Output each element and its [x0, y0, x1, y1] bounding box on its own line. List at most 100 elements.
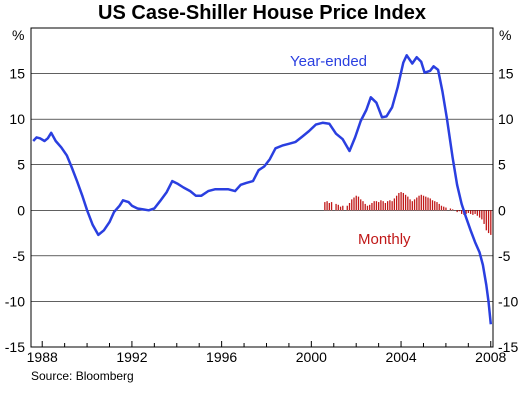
monthly-bar: [342, 205, 344, 211]
x-tick-label: 2004: [385, 349, 416, 365]
y-axis-left: 15 10 5 0 -5 -10 -15: [5, 66, 25, 355]
monthly-bar: [469, 210, 472, 214]
monthly-bar: [348, 202, 351, 211]
monthly-bar: [422, 195, 425, 211]
chart-title: US Case-Shiller House Price Index: [98, 2, 426, 24]
y-tick-label: -5: [13, 248, 26, 264]
y-tick-label: 5: [17, 157, 25, 173]
monthly-bar: [391, 201, 393, 211]
monthly-bar: [353, 197, 355, 211]
monthly-bar: [357, 196, 360, 211]
monthly-bar: [467, 210, 470, 214]
monthly-bar: [375, 201, 378, 211]
year-ended-label: Year-ended: [290, 53, 367, 70]
monthly-bar: [436, 202, 438, 211]
monthly-bar: [483, 210, 485, 224]
right-unit-label: %: [499, 27, 511, 43]
monthly-bar: [351, 199, 353, 211]
monthly-bar: [452, 209, 454, 211]
monthly-bar: [366, 205, 369, 211]
monthly-bar: [413, 199, 416, 211]
monthly-bar: [478, 210, 481, 218]
y-tick-label: 15: [498, 66, 514, 82]
monthly-bar: [355, 195, 357, 211]
monthly-bar: [346, 205, 348, 211]
y-tick-label: -10: [498, 293, 518, 309]
monthly-bar: [339, 206, 342, 211]
monthly-bar: [362, 201, 364, 211]
monthly-bar: [449, 208, 452, 211]
monthly-bar: [337, 204, 339, 211]
monthly-bar: [409, 199, 411, 211]
monthly-bar: [393, 198, 396, 211]
monthly-bar: [395, 195, 398, 211]
monthly-bar: [481, 210, 483, 220]
monthly-bar: [445, 207, 447, 211]
y-tick-label: 10: [9, 111, 25, 127]
monthly-bar: [487, 210, 490, 234]
y-tick-label: 10: [498, 111, 514, 127]
plot-frame: [30, 27, 494, 348]
monthly-bar: [443, 206, 445, 211]
monthly-bar: [335, 203, 337, 211]
source-note: Source: Bloomberg: [31, 369, 134, 383]
x-tick-label: 2000: [296, 349, 327, 365]
y-tick-label: -10: [5, 293, 25, 309]
monthly-bar: [400, 192, 402, 211]
monthly-bars: [324, 192, 492, 235]
monthly-bar: [474, 210, 476, 214]
monthly-bar: [328, 202, 330, 211]
monthly-bar: [402, 192, 404, 211]
monthly-bar: [465, 210, 467, 214]
monthly-bar: [476, 210, 479, 216]
monthly-bar: [378, 202, 380, 211]
y-tick-label: 5: [498, 157, 506, 173]
x-tick-label: 1996: [206, 349, 237, 365]
monthly-bar: [364, 203, 366, 211]
monthly-bar: [427, 197, 429, 211]
y-tick-label: 0: [17, 202, 25, 218]
monthly-bar: [434, 201, 436, 211]
monthly-bar: [398, 192, 400, 211]
y-tick-label: -15: [498, 339, 518, 355]
monthly-bar: [404, 194, 407, 211]
monthly-label: Monthly: [358, 231, 411, 248]
monthly-bar: [330, 202, 333, 211]
monthly-bar: [369, 204, 371, 211]
gridlines: [31, 73, 493, 348]
monthly-bar: [472, 210, 474, 215]
monthly-bar: [485, 210, 487, 231]
monthly-bar: [431, 200, 434, 211]
x-axis: 1988 1992 1996 2000 2004 2008: [27, 341, 507, 365]
monthly-bar: [326, 201, 328, 211]
monthly-bar: [380, 200, 382, 211]
monthly-bar: [425, 196, 427, 211]
monthly-bar: [416, 197, 418, 211]
monthly-bar: [386, 201, 389, 211]
year-ended-line: [32, 54, 493, 325]
x-tick-label: 1988: [27, 349, 58, 365]
monthly-bar: [411, 201, 413, 211]
monthly-bar: [407, 196, 409, 211]
y-axis-right: 15 10 5 0 -5 -10 -15: [498, 66, 518, 355]
monthly-bar: [420, 194, 422, 211]
x-tick-label: 1992: [116, 349, 147, 365]
monthly-bar: [461, 210, 463, 214]
y-tick-label: 0: [498, 202, 506, 218]
monthly-bar: [438, 203, 440, 211]
monthly-bar: [384, 202, 387, 211]
x-tick-label: 2008: [475, 349, 506, 365]
monthly-bar: [429, 198, 431, 211]
monthly-bar: [456, 210, 458, 213]
monthly-bar: [418, 195, 420, 211]
y-tick-label: -5: [498, 248, 511, 264]
monthly-bar: [389, 200, 391, 211]
monthly-bar: [373, 201, 375, 211]
year-ended-series: [32, 54, 493, 325]
monthly-bar: [458, 210, 461, 212]
monthly-bar: [324, 202, 326, 211]
y-tick-label: 15: [9, 66, 25, 82]
y-tick-label: -15: [5, 339, 25, 355]
monthly-bar: [360, 199, 362, 211]
